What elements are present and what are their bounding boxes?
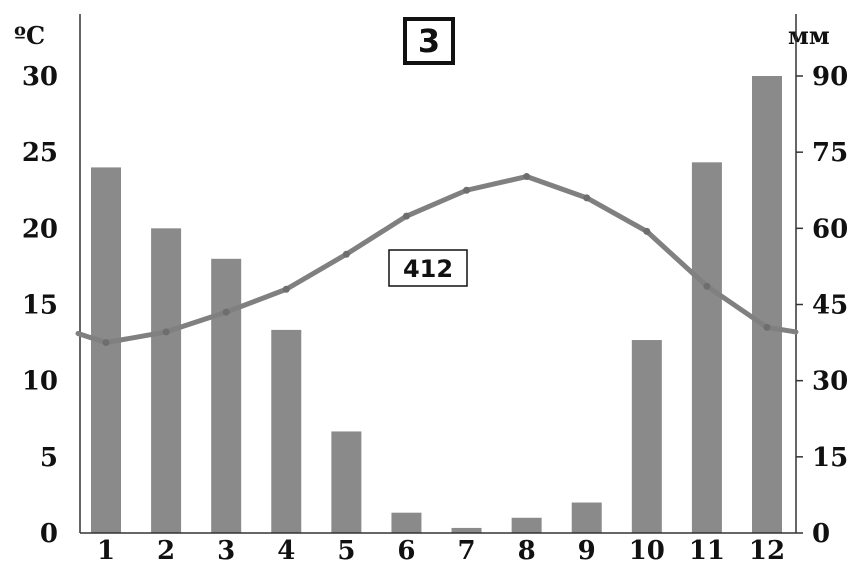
precipitation-bar-5 <box>331 431 362 533</box>
left-tick-label-15: 15 <box>22 291 58 321</box>
annotation-box <box>388 249 468 287</box>
right-tick-label-75: 75 <box>812 138 848 168</box>
temperature-line <box>75 173 799 347</box>
temperature-point-3 <box>222 308 230 316</box>
temperature-point-6 <box>402 212 410 220</box>
month-label-11: 11 <box>689 536 725 563</box>
temperature-line-path <box>75 174 799 346</box>
left-tick-label-30: 30 <box>22 62 58 92</box>
left-tick-label-0: 0 <box>40 519 58 549</box>
right-tick-label-60: 60 <box>812 214 848 244</box>
left-tick-label-10: 10 <box>22 367 58 397</box>
right-axis-unit: мм <box>788 21 830 50</box>
month-label-6: 6 <box>397 536 415 563</box>
right-tick-label-15: 15 <box>812 443 848 473</box>
left-tick-label-5: 5 <box>40 443 58 473</box>
month-label-4: 4 <box>277 536 295 563</box>
month-label-9: 9 <box>578 536 596 563</box>
temperature-point-2 <box>162 328 170 336</box>
temperature-point-9 <box>583 194 591 202</box>
month-label-1: 1 <box>97 536 115 563</box>
precipitation-bar-7 <box>451 527 482 533</box>
month-label-2: 2 <box>157 536 175 563</box>
left-tick-label-20: 20 <box>22 214 58 244</box>
temperature-point-1 <box>102 339 110 347</box>
left-axis-unit: ºC <box>14 21 45 50</box>
right-axis-ticks: 0 15 30 45 60 75 90 <box>796 62 848 549</box>
month-label-5: 5 <box>337 536 355 563</box>
right-tick-label-45: 45 <box>812 291 848 321</box>
x-axis-month-labels: 1 2 3 4 5 6 7 8 9 10 11 12 <box>97 536 785 563</box>
right-tick-label-30: 30 <box>812 367 848 397</box>
title-box <box>403 17 455 65</box>
annual-precipitation-label: 412 <box>403 255 453 283</box>
left-tick-label-25: 25 <box>22 138 58 168</box>
month-label-3: 3 <box>217 536 235 563</box>
precipitation-bar-10 <box>631 340 662 533</box>
month-label-7: 7 <box>457 536 475 563</box>
temperature-point-5 <box>342 250 350 258</box>
temperature-point-10 <box>643 227 651 235</box>
precipitation-bar-1 <box>91 167 121 533</box>
temperature-point-7 <box>463 186 471 194</box>
month-label-8: 8 <box>518 536 536 563</box>
temperature-point-4 <box>282 285 290 293</box>
temperature-point-8 <box>523 173 531 181</box>
left-axis-ticks: 0 5 10 15 20 25 30 <box>22 62 58 549</box>
precipitation-bar-9 <box>571 502 602 533</box>
right-tick-label-90: 90 <box>812 62 848 92</box>
chart-title: 3 <box>418 22 440 60</box>
month-label-10: 10 <box>629 536 665 563</box>
precipitation-bar-8 <box>511 517 542 533</box>
month-label-12: 12 <box>749 536 785 563</box>
precipitation-bar-2 <box>151 228 182 534</box>
temperature-point-11 <box>703 282 711 290</box>
precipitation-bar-11 <box>691 162 722 534</box>
precipitation-bar-12 <box>752 76 782 533</box>
precipitation-bar-4 <box>271 329 302 533</box>
precipitation-bars <box>91 76 782 534</box>
right-tick-label-0: 0 <box>812 519 830 549</box>
temperature-point-12 <box>763 323 771 331</box>
precipitation-bar-3 <box>211 258 242 533</box>
precipitation-bar-6 <box>391 512 422 533</box>
